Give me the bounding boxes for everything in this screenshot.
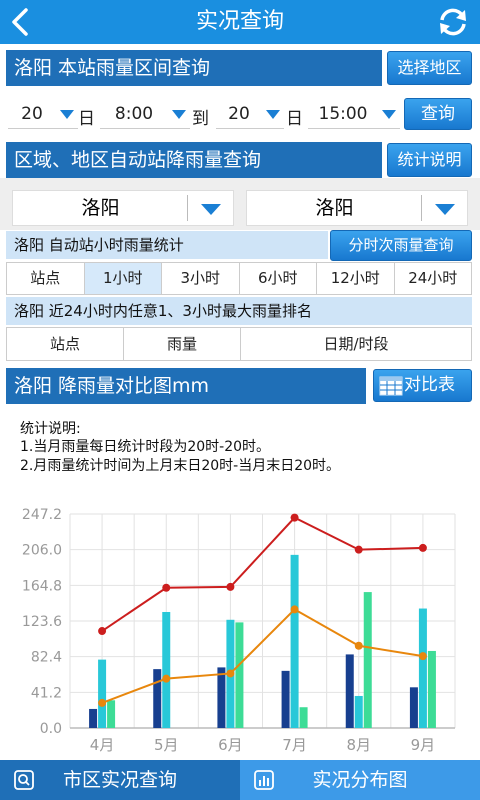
- x-tick-label: 6月: [218, 736, 243, 754]
- tab-3h[interactable]: 3小时: [162, 263, 240, 294]
- region-left-select[interactable]: 洛阳: [12, 190, 234, 226]
- bar: [363, 592, 372, 728]
- bar: [354, 695, 363, 728]
- end-day-select[interactable]: 20: [216, 99, 284, 129]
- col-station: 站点: [7, 328, 124, 360]
- bar: [299, 707, 308, 728]
- day-label: 日: [78, 109, 95, 129]
- line-point: [98, 698, 107, 707]
- line-point: [162, 674, 171, 683]
- notes-line-2: 2.月雨量统计时间为上月末日20时-当月末日20时。: [20, 458, 341, 474]
- y-tick-label: 41.2: [31, 685, 62, 701]
- bar: [427, 650, 436, 728]
- x-tick-label: 8月: [346, 736, 371, 754]
- y-tick-label: 247.2: [22, 507, 62, 523]
- end-day-label: 日: [286, 109, 303, 129]
- page-title: 实况查询: [195, 9, 284, 34]
- stats-explain-button[interactable]: 统计说明: [387, 143, 472, 177]
- tab-station[interactable]: 站点: [7, 263, 85, 294]
- x-tick-label: 9月: [411, 736, 436, 754]
- query-button[interactable]: 查询: [404, 98, 472, 130]
- line-point: [98, 627, 107, 636]
- nav-live-distribution[interactable]: 实况分布图: [240, 760, 480, 800]
- y-tick-label: 164.8: [22, 578, 62, 594]
- hourly-query-button[interactable]: 分时次雨量查询: [330, 230, 472, 261]
- ranking-table-header: 站点 雨量 日期/时段: [6, 327, 472, 361]
- chevron-down-icon: [201, 204, 221, 215]
- chevron-down-icon: [382, 110, 396, 119]
- bar: [290, 554, 299, 728]
- x-tick-label: 4月: [90, 736, 115, 754]
- bar: [281, 670, 290, 728]
- y-tick-label: 123.6: [22, 614, 62, 630]
- bottom-nav: 市区实况查询 实况分布图: [0, 760, 480, 800]
- notes-line-1: 1.当月雨量每日统计时段为20时-20时。: [20, 439, 271, 455]
- line-point: [290, 513, 299, 522]
- bar: [235, 622, 244, 728]
- section-auto-station-title: 区域、地区自动站降雨量查询: [6, 142, 382, 178]
- notes-heading: 统计说明:: [20, 421, 81, 437]
- x-tick-label: 7月: [282, 736, 307, 754]
- tab-24h[interactable]: 24小时: [394, 263, 471, 294]
- y-tick-label: 206.0: [22, 543, 62, 559]
- bar: [217, 667, 226, 728]
- col-date-period: 日期/时段: [323, 335, 389, 353]
- bar: [162, 611, 171, 728]
- line-point: [226, 669, 235, 678]
- line-point: [418, 543, 427, 552]
- bar: [409, 687, 418, 728]
- tab-12h[interactable]: 12小时: [317, 263, 395, 294]
- series-line: [101, 608, 424, 704]
- col-rainfall: 雨量: [124, 328, 241, 360]
- line-point: [162, 583, 171, 592]
- ranking-title: 洛阳 近24小时内任意1、3小时最大雨量排名: [6, 297, 472, 325]
- line-point: [418, 652, 427, 661]
- bar: [98, 659, 107, 728]
- back-arrow-icon[interactable]: [6, 6, 38, 38]
- bar: [345, 654, 354, 728]
- chevron-down-icon: [172, 110, 186, 119]
- tab-6h[interactable]: 6小时: [239, 263, 317, 294]
- nav-city-live-query[interactable]: 市区实况查询: [0, 760, 240, 800]
- region-right-select[interactable]: 洛阳: [246, 190, 468, 226]
- to-label: 到: [192, 109, 209, 129]
- end-time-select[interactable]: 15:00: [308, 99, 400, 129]
- refresh-icon[interactable]: [436, 6, 470, 38]
- select-region-button[interactable]: 选择地区: [387, 51, 472, 85]
- hourly-stats-title: 洛阳 自动站小时雨量统计: [6, 231, 328, 259]
- table-icon: [379, 376, 403, 396]
- start-time-select[interactable]: 8:00: [100, 99, 190, 129]
- top-bar: 实况查询: [0, 0, 480, 44]
- series-line: [101, 516, 423, 632]
- section-rain-range-title: 洛阳 本站雨量区间查询: [6, 50, 382, 86]
- bar: [107, 700, 116, 728]
- x-tick-label: 5月: [154, 736, 179, 754]
- hourly-tabs: 站点 1小时 3小时 6小时 12小时 24小时: [6, 262, 472, 295]
- chevron-down-icon: [266, 110, 280, 119]
- tab-1h[interactable]: 1小时: [84, 263, 162, 294]
- line-point: [226, 582, 235, 591]
- line-point: [354, 545, 363, 554]
- comparison-table-button[interactable]: 对比表: [373, 369, 472, 402]
- search-icon: [14, 770, 34, 790]
- rainfall-comparison-chart: 0.0 41.2 82.4 123.6 164.8 206.0 247.2 4月 5月 6月 7月 8…: [22, 507, 456, 754]
- bar-chart-icon: [254, 770, 274, 790]
- y-tick-label: 82.4: [31, 650, 62, 666]
- line-point: [354, 641, 363, 650]
- start-day-select[interactable]: 20: [8, 99, 78, 129]
- line-point: [290, 605, 299, 614]
- section-comparison-title: 洛阳 降雨量对比图mm: [6, 368, 366, 404]
- chevron-down-icon: [435, 204, 455, 215]
- bar: [89, 708, 98, 728]
- bar: [153, 669, 162, 728]
- chevron-down-icon: [60, 110, 74, 119]
- bar: [418, 608, 427, 728]
- y-tick-label: 0.0: [40, 721, 62, 737]
